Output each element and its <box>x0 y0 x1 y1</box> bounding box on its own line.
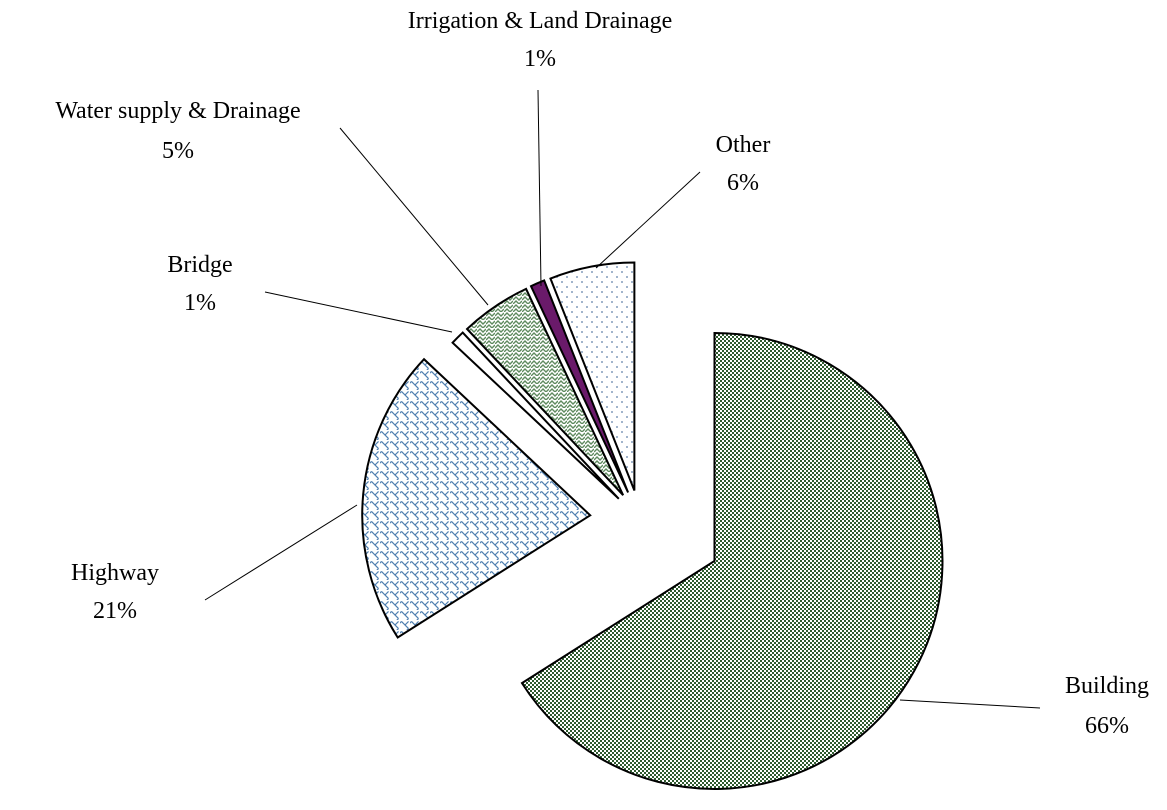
slice-value-label: 1% <box>184 290 216 316</box>
leader-line <box>339 127 489 306</box>
leader-line <box>264 291 453 333</box>
leader-line <box>595 171 701 269</box>
slice-value-label: 6% <box>727 170 759 196</box>
pie-slice <box>549 261 636 491</box>
slice-value-label: 1% <box>524 46 556 72</box>
pie-slice <box>520 331 944 790</box>
slice-label: Irrigation & Land Drainage <box>408 8 673 34</box>
slice-label: Bridge <box>167 252 232 278</box>
pie-slice <box>465 287 625 496</box>
slice-label: Building <box>1065 673 1149 699</box>
pie-slice <box>451 331 620 500</box>
slice-label: Other <box>716 132 771 158</box>
slice-value-label: 66% <box>1085 713 1129 739</box>
slice-label: Highway <box>71 560 159 586</box>
pie-slice <box>361 357 592 639</box>
leader-line <box>899 699 1041 709</box>
slice-label: Water supply & Drainage <box>55 98 300 124</box>
leader-line <box>537 89 542 287</box>
leader-line <box>204 504 358 601</box>
slice-value-label: 5% <box>162 138 194 164</box>
pie-slice <box>529 279 630 493</box>
slice-value-label: 21% <box>93 598 137 624</box>
